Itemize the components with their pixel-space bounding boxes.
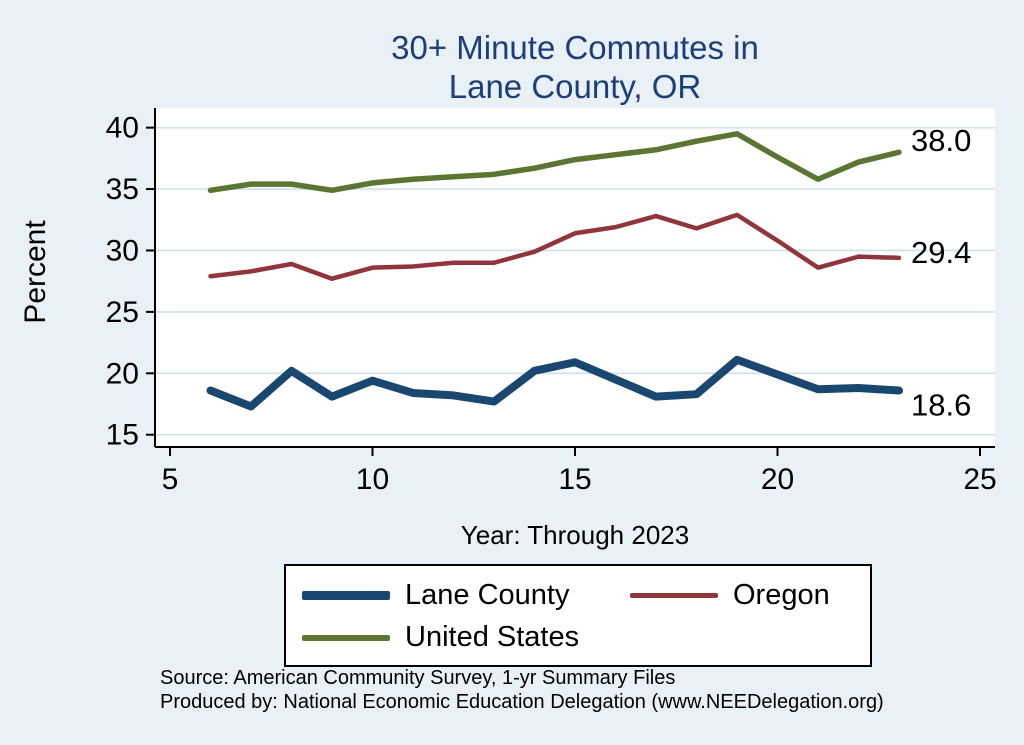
svg-text:15: 15 [106,419,139,452]
footer-notes: Source: American Community Survey, 1-yr … [160,666,884,714]
legend-item-united-states: United States [302,621,630,654]
legend-item-oregon: Oregon [630,579,830,612]
svg-text:10: 10 [356,463,389,496]
oregon-line-swatch [630,593,718,598]
united-states-line-swatch [302,634,390,641]
legend-row: United States [302,621,854,654]
svg-text:25: 25 [106,296,139,329]
svg-text:29.4: 29.4 [911,235,971,270]
svg-text:15: 15 [558,463,591,496]
legend-label: United States [405,621,580,653]
legend-label: Lane County [405,579,570,611]
legend-label: Oregon [733,579,830,611]
svg-text:20: 20 [761,463,794,496]
chart-title-line1: 30+ Minute Commutes in [391,29,759,66]
x-axis-label: Year: Through 2023 [460,520,690,550]
svg-text:5: 5 [162,463,179,496]
source-line: Source: American Community Survey, 1-yr … [160,667,676,689]
y-axis-label: Percent [19,220,52,324]
svg-text:18.6: 18.6 [911,388,971,423]
svg-text:25: 25 [963,463,996,496]
produced-by-line: Produced by: National Economic Education… [160,691,884,713]
line-chart-plot: 15 20 25 30 35 40 5 10 15 20 25 18.6 29.4 38.0 [106,108,997,496]
chart-title: 30+ Minute Commutes in Lane County, OR [155,28,995,106]
lane-county-line-swatch [302,591,390,600]
legend: Lane County Oregon United States [284,564,872,667]
svg-text:38.0: 38.0 [911,123,971,158]
legend-row: Lane County Oregon [302,579,854,612]
svg-text:20: 20 [106,357,139,390]
svg-text:35: 35 [106,173,139,206]
svg-text:40: 40 [106,112,139,145]
chart-title-line2: Lane County, OR [448,68,702,105]
svg-text:30: 30 [106,234,139,267]
legend-item-lane-county: Lane County [302,579,630,612]
